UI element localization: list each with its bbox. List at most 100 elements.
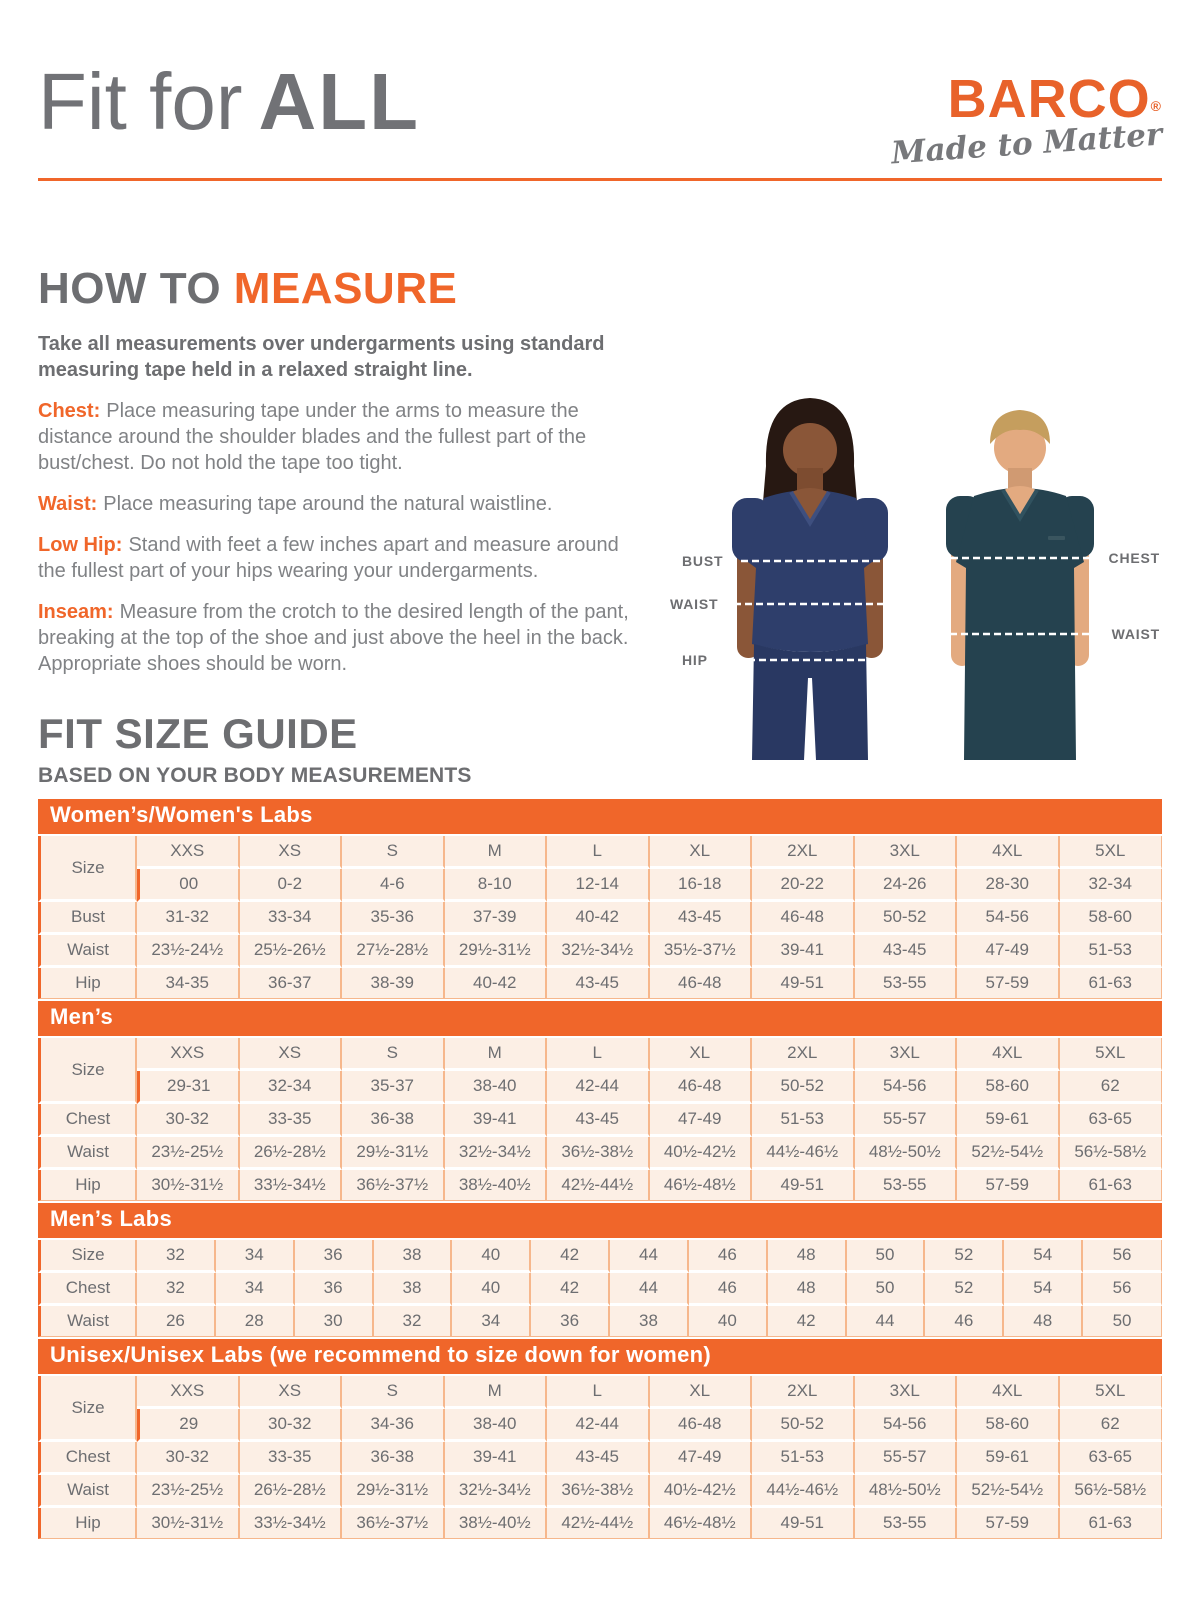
measure-intro: Take all measurements over undergarments… (38, 333, 605, 381)
measurement-cell: 42½-44½ (547, 1170, 650, 1201)
measurement-cell: 33½-34½ (239, 1170, 342, 1201)
measure-item-inseam: Inseam: Measure from the crotch to the de… (38, 599, 634, 677)
measurement-cell: 32 (373, 1306, 453, 1337)
size-header-cell: L (547, 1038, 650, 1071)
measurement-cell: 53-55 (854, 968, 957, 999)
measurement-cell: 32½-34½ (444, 1475, 547, 1508)
womens-table-section: Women’s/Women's Labs Size XXS XS S M L XL 2XL 3X… (38, 799, 1162, 999)
measurement-cell: 38 (373, 1273, 453, 1306)
measure-label: Low Hip: (38, 534, 123, 556)
measurement-cell: 53-55 (854, 1508, 957, 1539)
numeric-size-cell: 8-10 (444, 869, 547, 902)
measurement-cell: 51-53 (752, 1104, 855, 1137)
heading-gray-part: HOW TO (38, 264, 222, 313)
numeric-size-cell: 42-44 (547, 1071, 650, 1104)
size-header-cell: XXS (137, 836, 240, 869)
measurement-cell: 30-32 (137, 1442, 240, 1475)
measurement-cell: 29½-31½ (342, 1137, 445, 1170)
numeric-size-cell: 24-26 (854, 869, 957, 902)
size-table: Size XXS XS S M L XL 2XL 3XL 4XL 5XL 29-31 32-34 35-3… (38, 1038, 1162, 1201)
size-header-cell: 34 (215, 1240, 295, 1273)
page-title-regular: Fit for (38, 57, 243, 146)
measurement-cell: 46½-48½ (649, 1508, 752, 1539)
numeric-size-cell: 46-48 (649, 1071, 752, 1104)
measurement-cell: 47-49 (957, 935, 1060, 968)
measurement-cell: 52 (925, 1273, 1005, 1306)
size-header-cell: 46 (688, 1240, 768, 1273)
how-to-measure-section: HOW TO MEASURE Take all measurements ove… (38, 267, 634, 677)
measurement-cell: 35½-37½ (649, 935, 752, 968)
row-header: Hip (38, 1170, 137, 1201)
numeric-size-cell: 42-44 (547, 1409, 650, 1442)
numeric-size-cell: 30-32 (239, 1409, 342, 1442)
measurement-cell: 33-35 (239, 1104, 342, 1137)
measurement-cell: 30-32 (137, 1104, 240, 1137)
numeric-size-cell: 50-52 (752, 1409, 855, 1442)
numeric-size-cell: 0-2 (239, 869, 342, 902)
measurement-cell: 49-51 (752, 1508, 855, 1539)
measure-text: Place measuring tape under the arms to m… (38, 400, 587, 474)
measurement-cell: 49-51 (752, 1170, 855, 1201)
measurement-cell: 30½-31½ (137, 1170, 240, 1201)
measurement-cell: 33-35 (239, 1442, 342, 1475)
measurement-cell: 54-56 (957, 902, 1060, 935)
size-header-cell: 38 (373, 1240, 453, 1273)
measurement-cell: 56½-58½ (1059, 1137, 1162, 1170)
measurement-lines (726, 556, 1115, 662)
bust-label: BUST (682, 553, 723, 569)
measurement-cell: 52½-54½ (957, 1475, 1060, 1508)
measurement-cell: 47-49 (649, 1104, 752, 1137)
brand-wordmark: BARCO (947, 69, 1151, 129)
measurement-cell: 48 (767, 1273, 847, 1306)
size-header-cell: 32 (137, 1240, 216, 1273)
measurement-cell: 44½-46½ (752, 1137, 855, 1170)
size-header-cell: 44 (610, 1240, 689, 1273)
measurement-cell: 42½-44½ (547, 1508, 650, 1539)
row-header: Chest (38, 1273, 137, 1306)
measurement-cell: 50 (1083, 1306, 1162, 1337)
brand-name: BARCO® (891, 72, 1162, 126)
measurement-cell: 36-37 (239, 968, 342, 999)
fit-size-guide-heading: FIT SIZE GUIDE (38, 710, 358, 757)
row-header: Waist (38, 1475, 137, 1508)
measurement-cell: 56 (1083, 1273, 1162, 1306)
numeric-size-cell: 28-30 (957, 869, 1060, 902)
measurement-cell: 38½-40½ (444, 1508, 547, 1539)
numeric-size-cell: 38-40 (444, 1409, 547, 1442)
row-header: Waist (38, 935, 137, 968)
mens-labs-table-banner: Men’s Labs (38, 1203, 1162, 1238)
measure-text: Place measuring tape around the natural … (103, 493, 553, 515)
measurement-cell: 40-42 (547, 902, 650, 935)
measurement-cell: 23½-24½ (137, 935, 240, 968)
measurement-cell: 46 (688, 1273, 768, 1306)
measurement-cell: 57-59 (957, 968, 1060, 999)
measurement-cell: 46½-48½ (649, 1170, 752, 1201)
row-header: Hip (38, 1508, 137, 1539)
fit-size-guide-subheading: BASED ON YOUR BODY MEASUREMENTS (38, 764, 472, 787)
measurement-cell: 43-45 (547, 1442, 650, 1475)
measurement-cell: 44 (846, 1306, 926, 1337)
measurement-cell: 36-38 (342, 1104, 445, 1137)
measurement-cell: 26½-28½ (239, 1475, 342, 1508)
numeric-size-cell: 38-40 (444, 1071, 547, 1104)
numeric-size-cell: 29 (137, 1409, 240, 1442)
measurement-cell: 43-45 (547, 968, 650, 999)
size-header-cell: 2XL (752, 1376, 855, 1409)
table-row: Waist 23½-24½ 25½-26½ 27½-28½ 29½-31½ 32½-34½… (38, 935, 1162, 968)
table-row: Hip 30½-31½ 33½-34½ 36½-37½ 38½-40½ 42½-44½ 46… (38, 1508, 1162, 1539)
measurement-cell: 50-52 (854, 902, 957, 935)
row-header: Bust (38, 902, 137, 935)
measurement-cell: 40½-42½ (649, 1475, 752, 1508)
measure-text: Stand with feet a few inches apart and m… (38, 534, 619, 582)
measurement-cell: 50 (846, 1273, 926, 1306)
table-row: Chest 30-32 33-35 36-38 39-41 43-45 47-49 51-53… (38, 1442, 1162, 1475)
measurement-cell: 29½-31½ (444, 935, 547, 968)
page-header: Fit for ALL BARCO® Made to Matter (38, 62, 1163, 172)
size-header-cell: 3XL (854, 1376, 957, 1409)
measurement-cell: 36-38 (342, 1442, 445, 1475)
size-header-cell: 5XL (1059, 1376, 1162, 1409)
hip-label: HIP (682, 652, 708, 668)
measure-item-low-hip: Low Hip: Stand with feet a few inches apa… (38, 532, 634, 584)
measurement-cell: 47-49 (649, 1442, 752, 1475)
measurement-cell: 43-45 (854, 935, 957, 968)
